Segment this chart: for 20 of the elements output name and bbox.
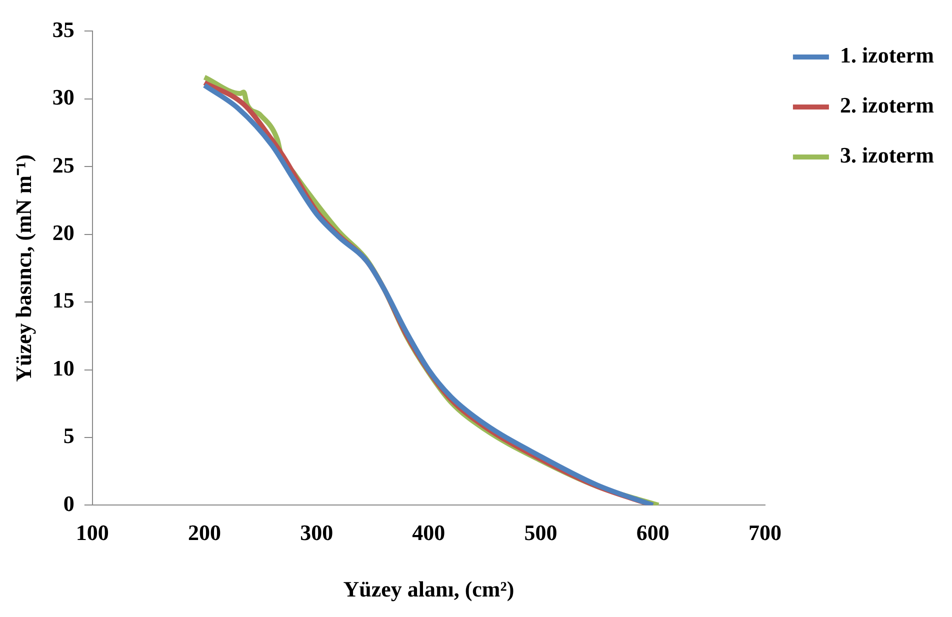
y-axis-title: Yüzey basıncı, (mN m⁻¹) <box>10 154 36 382</box>
legend-label: 1. izoterm <box>840 42 934 68</box>
x-tick-label: 200 <box>188 520 221 546</box>
x-tick-label: 500 <box>524 520 558 546</box>
x-tick-label: 100 <box>76 520 109 546</box>
legend-label: 3. izoterm <box>840 142 934 168</box>
x-tick-label: 600 <box>636 520 670 546</box>
y-tick-label: 5 <box>63 423 74 448</box>
x-axis-title: Yüzey alanı, (cm²) <box>343 576 514 602</box>
y-tick-label: 10 <box>52 355 74 380</box>
x-tick-label: 400 <box>412 520 446 546</box>
y-tick-label: 25 <box>52 152 74 178</box>
legend-label: 2. izoterm <box>840 92 934 118</box>
x-tick-label: 700 <box>748 520 782 546</box>
y-tick-label: 30 <box>52 84 74 110</box>
y-tick-label: 35 <box>52 16 74 42</box>
y-tick-label: 15 <box>52 288 74 313</box>
y-tick-label: 20 <box>52 220 74 246</box>
y-tick-label: 0 <box>63 490 74 516</box>
x-tick-label: 300 <box>300 520 334 546</box>
